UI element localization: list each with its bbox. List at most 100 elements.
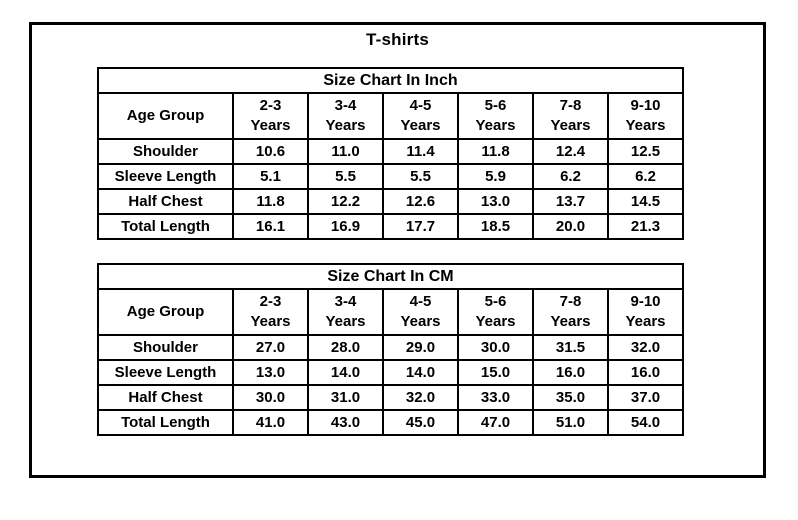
cell-value: 32.0: [382, 384, 459, 411]
row-label: Half Chest: [97, 188, 234, 215]
column-header: 2-3 Years: [232, 92, 309, 140]
cell-value: 30.0: [232, 384, 309, 411]
cell-value: 5.5: [382, 163, 459, 190]
cell-value: 45.0: [382, 409, 459, 436]
column-header: 3-4 Years: [307, 92, 384, 140]
cell-value: 6.2: [607, 163, 684, 190]
row-label: Sleeve Length: [97, 359, 234, 386]
age-range: 2-3: [259, 293, 282, 310]
age-unit: Years: [325, 117, 366, 134]
column-header: 4-5 Years: [382, 288, 459, 336]
cell-value: 16.0: [532, 359, 609, 386]
age-range: 3-4: [334, 97, 357, 114]
age-unit: Years: [550, 313, 591, 330]
cell-value: 20.0: [532, 213, 609, 240]
age-range: 4-5: [409, 97, 432, 114]
age-range: 4-5: [409, 293, 432, 310]
cell-value: 16.1: [232, 213, 309, 240]
cell-value: 15.0: [457, 359, 534, 386]
table-row: Total Length 41.0 43.0 45.0 47.0 51.0 54…: [97, 409, 684, 436]
age-range: 2-3: [259, 97, 282, 114]
age-range: 3-4: [334, 293, 357, 310]
column-header: 2-3 Years: [232, 288, 309, 336]
column-header: 9-10 Years: [607, 92, 684, 140]
age-unit: Years: [625, 117, 666, 134]
age-unit: Years: [475, 313, 516, 330]
cell-value: 31.5: [532, 334, 609, 361]
cell-value: 11.0: [307, 138, 384, 165]
cell-value: 47.0: [457, 409, 534, 436]
table-row: Half Chest 11.8 12.2 12.6 13.0 13.7 14.5: [97, 188, 684, 215]
cell-value: 13.7: [532, 188, 609, 215]
age-unit: Years: [325, 313, 366, 330]
cell-value: 11.8: [232, 188, 309, 215]
cell-value: 16.0: [607, 359, 684, 386]
row-label: Half Chest: [97, 384, 234, 411]
age-unit: Years: [550, 117, 591, 134]
age-range: 5-6: [484, 293, 507, 310]
age-range: 7-8: [559, 293, 582, 310]
cell-value: 43.0: [307, 409, 384, 436]
table-header-row: Age Group 2-3 Years 3-4 Years 4-5 Years …: [97, 288, 684, 336]
age-unit: Years: [625, 313, 666, 330]
page-title: T-shirts: [365, 30, 429, 49]
cell-value: 11.8: [457, 138, 534, 165]
age-group-header: Age Group: [97, 288, 234, 336]
table-row: Total Length 16.1 16.9 17.7 18.5 20.0 21…: [97, 213, 684, 240]
cell-value: 13.0: [232, 359, 309, 386]
cell-value: 14.0: [307, 359, 384, 386]
cell-value: 5.5: [307, 163, 384, 190]
size-chart-cm-table: Size Chart In CM Age Group 2-3 Years 3-4…: [97, 263, 684, 436]
row-label: Total Length: [97, 409, 234, 436]
cell-value: 33.0: [457, 384, 534, 411]
cell-value: 29.0: [382, 334, 459, 361]
age-unit: Years: [250, 117, 291, 134]
size-chart-sheet: T-shirts Size Chart In Inch Age Group 2-…: [29, 22, 766, 478]
cell-value: 5.9: [457, 163, 534, 190]
column-header: 7-8 Years: [532, 92, 609, 140]
cell-value: 16.9: [307, 213, 384, 240]
cell-value: 35.0: [532, 384, 609, 411]
cell-value: 12.4: [532, 138, 609, 165]
cell-value: 12.5: [607, 138, 684, 165]
cell-value: 12.2: [307, 188, 384, 215]
age-unit: Years: [250, 313, 291, 330]
cell-value: 11.4: [382, 138, 459, 165]
age-range: 9-10: [630, 293, 661, 310]
cell-value: 51.0: [532, 409, 609, 436]
column-header: 3-4 Years: [307, 288, 384, 336]
cell-value: 12.6: [382, 188, 459, 215]
age-unit: Years: [475, 117, 516, 134]
age-range: 5-6: [484, 97, 507, 114]
table-title-row: Size Chart In CM: [97, 263, 684, 290]
cell-value: 27.0: [232, 334, 309, 361]
column-header: 5-6 Years: [457, 288, 534, 336]
table-row: Shoulder 27.0 28.0 29.0 30.0 31.5 32.0: [97, 334, 684, 361]
column-header: 4-5 Years: [382, 92, 459, 140]
age-range: 7-8: [559, 97, 582, 114]
cell-value: 30.0: [457, 334, 534, 361]
table-row: Sleeve Length 5.1 5.5 5.5 5.9 6.2 6.2: [97, 163, 684, 190]
row-label: Shoulder: [97, 138, 234, 165]
row-label: Total Length: [97, 213, 234, 240]
cell-value: 17.7: [382, 213, 459, 240]
column-header: 5-6 Years: [457, 92, 534, 140]
cell-value: 18.5: [457, 213, 534, 240]
cell-value: 37.0: [607, 384, 684, 411]
age-unit: Years: [400, 117, 441, 134]
table-row: Sleeve Length 13.0 14.0 14.0 15.0 16.0 1…: [97, 359, 684, 386]
age-group-header: Age Group: [97, 92, 234, 140]
column-header: 9-10 Years: [607, 288, 684, 336]
cell-value: 10.6: [232, 138, 309, 165]
cell-value: 13.0: [457, 188, 534, 215]
size-chart-inch-table: Size Chart In Inch Age Group 2-3 Years 3…: [97, 67, 684, 240]
cell-value: 32.0: [607, 334, 684, 361]
cell-value: 5.1: [232, 163, 309, 190]
table-row: Shoulder 10.6 11.0 11.4 11.8 12.4 12.5: [97, 138, 684, 165]
cell-value: 21.3: [607, 213, 684, 240]
age-range: 9-10: [630, 97, 661, 114]
table-title: Size Chart In CM: [97, 263, 684, 290]
cell-value: 14.0: [382, 359, 459, 386]
table-header-row: Age Group 2-3 Years 3-4 Years 4-5 Years …: [97, 92, 684, 140]
cell-value: 54.0: [607, 409, 684, 436]
